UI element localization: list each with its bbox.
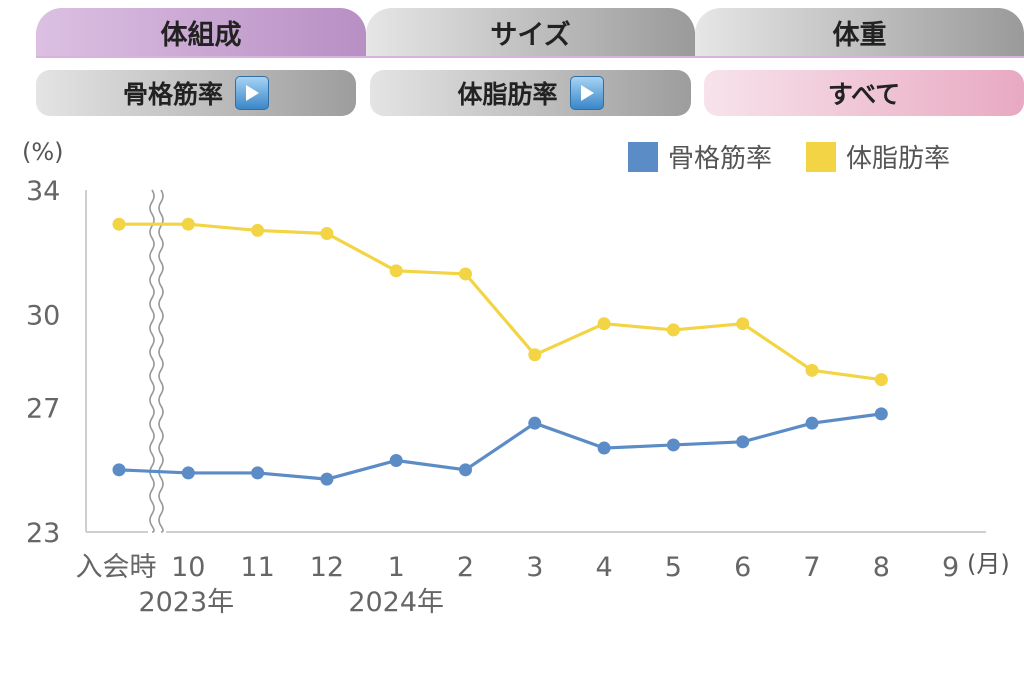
subtab-all[interactable]: すべて	[704, 70, 1024, 116]
x-tick-label: 11	[240, 552, 274, 583]
y-tick-label: 27	[26, 394, 60, 425]
data-point	[666, 323, 680, 337]
y-tick-label: 30	[26, 300, 60, 331]
data-point	[112, 463, 126, 477]
data-point	[320, 227, 334, 241]
data-point	[181, 217, 195, 231]
data-point	[874, 373, 888, 387]
x-tick-label: 1	[388, 552, 405, 583]
series-line-body-fat	[119, 222, 882, 382]
x-tick-label: 2	[457, 552, 474, 583]
x-tick-label: 8	[873, 552, 890, 583]
x-tick-label: 5	[665, 552, 682, 583]
x-tick-label: 6	[734, 552, 751, 583]
data-point	[459, 267, 472, 281]
x-tick-label: 3	[526, 552, 543, 583]
x-tick-label: 10	[171, 552, 205, 583]
x-tick-label: 9	[942, 552, 959, 583]
y-axis-unit: (%)	[22, 138, 64, 166]
data-point	[597, 441, 611, 455]
axis-break-line	[158, 189, 164, 533]
y-tick-label: 23	[26, 518, 60, 549]
tab-size[interactable]: サイズ	[366, 8, 695, 56]
legend-body-fat-swatch	[806, 142, 836, 172]
x-tick-label: 4	[596, 552, 613, 583]
y-tick-label: 34	[26, 176, 60, 207]
data-point	[528, 348, 542, 362]
data-point	[389, 264, 403, 278]
legend-body-fat-label: 体脂肪率	[846, 144, 950, 174]
play-icon	[235, 76, 269, 110]
data-point	[181, 466, 195, 480]
play-icon	[569, 76, 604, 110]
data-point	[666, 438, 680, 452]
data-point	[320, 472, 334, 486]
tab-body-composition[interactable]: 体組成	[36, 8, 366, 56]
data-point	[874, 407, 888, 421]
data-point	[112, 217, 126, 231]
data-point	[251, 466, 265, 480]
data-point	[251, 223, 265, 237]
year-label: 2023年	[138, 587, 234, 618]
tab-label: 体組成	[160, 19, 242, 51]
subtab-body-fat[interactable]: 体脂肪率	[370, 70, 691, 116]
data-point	[736, 435, 750, 449]
series-line-skeletal-muscle	[118, 412, 882, 481]
data-point	[805, 416, 819, 430]
data-point	[389, 453, 403, 467]
data-point	[597, 317, 611, 331]
x-tick-label: 7	[803, 552, 820, 583]
tab-label: サイズ	[490, 19, 571, 51]
data-point	[805, 363, 819, 377]
data-point	[459, 463, 472, 477]
subtab-label: 骨格筋率	[122, 80, 223, 109]
tab-weight[interactable]: 体重	[695, 8, 1024, 56]
x-tick-label: 12	[310, 552, 344, 583]
tab-label: 体重	[832, 19, 887, 51]
axis-break-line	[149, 189, 155, 533]
x-tick-label: 入会時	[76, 552, 157, 583]
data-point	[736, 317, 750, 331]
x-axis-unit: (月)	[967, 550, 1010, 578]
year-label: 2024年	[348, 587, 444, 618]
legend-skeletal-muscle-swatch	[628, 142, 658, 172]
legend-skeletal-muscle-label: 骨格筋率	[668, 144, 772, 174]
data-point	[528, 416, 542, 430]
subtab-label: すべて	[827, 80, 901, 109]
subtab-skeletal-muscle[interactable]: 骨格筋率	[36, 70, 356, 116]
subtab-label: 体脂肪率	[457, 80, 558, 109]
